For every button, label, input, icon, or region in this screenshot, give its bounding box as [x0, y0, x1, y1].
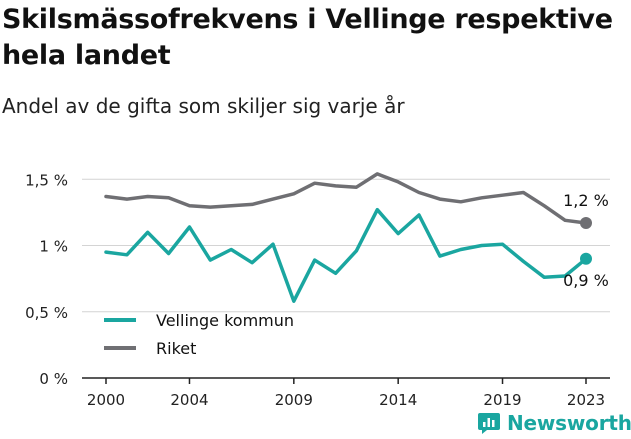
endpoint-dot-riket	[580, 216, 592, 229]
y-tick-label: 0,5 %	[25, 304, 68, 322]
brand-name: Newsworthy	[507, 411, 631, 435]
y-tick-label: 1 %	[39, 238, 68, 256]
y-tick-label: 1,5 %	[25, 171, 68, 189]
x-tick-label: 2014	[379, 391, 417, 409]
chart-subtitle: Andel av de gifta som skiljer sig varje …	[2, 94, 405, 118]
x-tick-label: 2004	[170, 391, 208, 409]
x-tick-label: 2023	[567, 391, 605, 409]
legend-label-vellinge-kommun: Vellinge kommun	[156, 311, 294, 330]
x-tick-label: 2019	[483, 391, 521, 409]
series-line-vellinge-kommun	[104, 207, 588, 303]
chart-title: Skilsmässofrekvens i Vellinge respektive…	[2, 4, 613, 71]
endpoint-label-vellinge-kommun: 0,9 %	[563, 271, 609, 290]
x-tick-label: 2009	[275, 391, 313, 409]
newsworthy-chart-icon	[478, 413, 500, 434]
series-line-riket	[104, 172, 588, 225]
legend-label-riket: Riket	[156, 339, 196, 358]
x-tick-label: 2000	[87, 391, 125, 409]
newsworthy-logo: Newsworthy	[477, 409, 631, 437]
endpoint-label-riket: 1,2 %	[563, 191, 609, 210]
endpoint-dot-vellinge-kommun	[580, 252, 592, 265]
y-tick-label: 0 %	[39, 370, 68, 388]
